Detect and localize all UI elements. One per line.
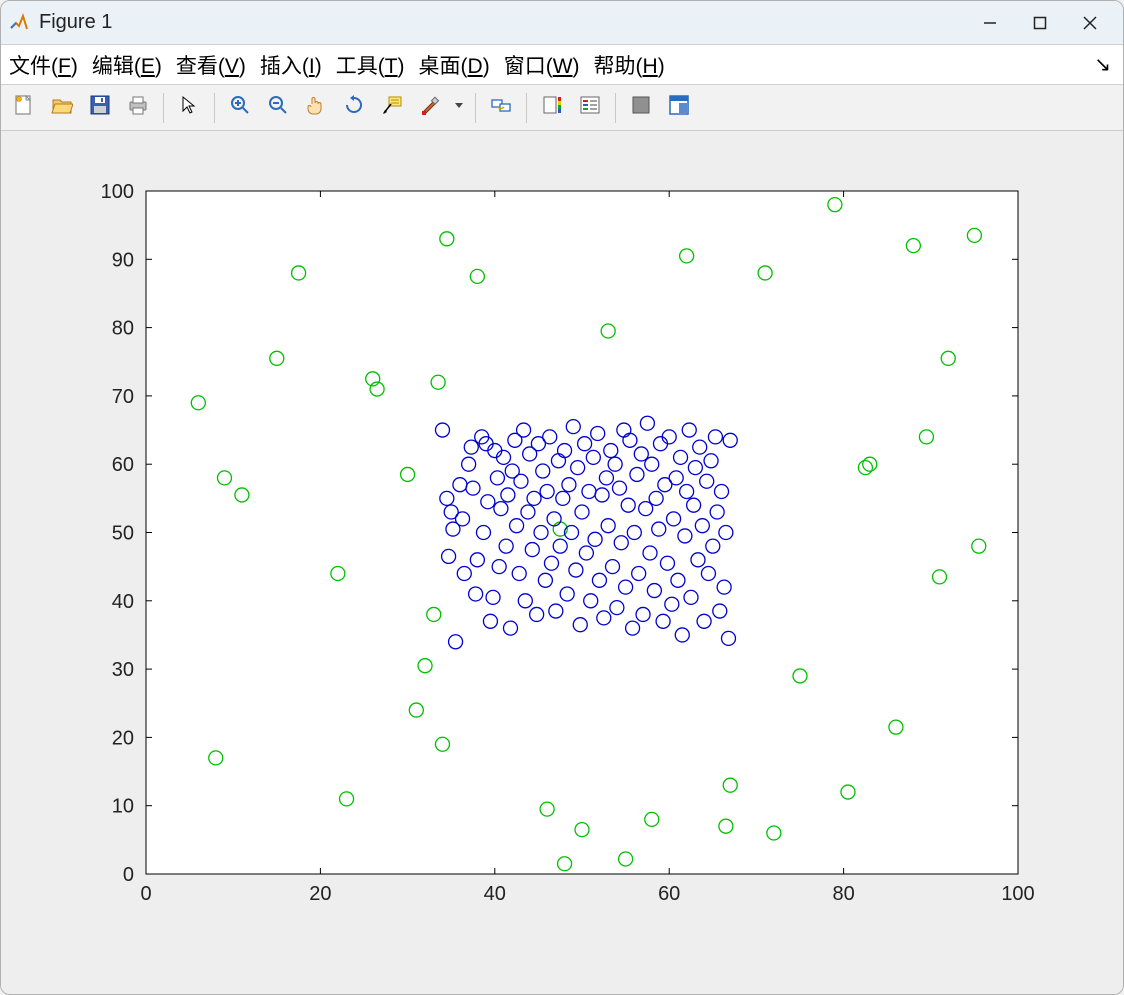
dock-button[interactable] — [662, 91, 696, 125]
matlab-icon — [9, 13, 29, 33]
svg-text:50: 50 — [112, 523, 134, 545]
link-button[interactable] — [484, 91, 518, 125]
svg-text:20: 20 — [112, 727, 134, 749]
toolbar-separator — [214, 93, 215, 123]
svg-text:40: 40 — [112, 591, 134, 613]
menu-v[interactable]: 查看(V) — [176, 50, 246, 80]
svg-text:60: 60 — [658, 883, 680, 905]
maximize-button[interactable] — [1015, 1, 1065, 45]
dropdown-button[interactable] — [451, 91, 467, 125]
close-button[interactable] — [1065, 1, 1115, 45]
svg-text:0: 0 — [140, 883, 151, 905]
hide-button[interactable] — [624, 91, 658, 125]
svg-text:0: 0 — [123, 864, 134, 886]
svg-text:10: 10 — [112, 796, 134, 818]
zoom-out-icon — [267, 94, 289, 121]
print-icon — [127, 94, 149, 121]
svg-text:70: 70 — [112, 386, 134, 408]
svg-text:100: 100 — [1001, 883, 1034, 905]
window-title: Figure 1 — [39, 11, 112, 34]
hide-icon — [630, 94, 652, 121]
print-button[interactable] — [121, 91, 155, 125]
toolbar-separator — [615, 93, 616, 123]
legend-button[interactable] — [573, 91, 607, 125]
scatter-plot: 0 20 40 60 80 100 0 10 20 30 40 50 60 70 80 90 100 — [1, 131, 1123, 994]
toolbar-separator — [163, 93, 164, 123]
figure-window: Figure 1 文件(F) 编辑(E) 查看(V) 插入(I) 工具(T) 桌面(D) 窗… — [0, 0, 1124, 995]
pointer-button[interactable] — [172, 91, 206, 125]
legend-icon — [579, 94, 601, 121]
menubar: 文件(F) 编辑(E) 查看(V) 插入(I) 工具(T) 桌面(D) 窗口(W) 帮助(H)… — [1, 45, 1123, 85]
undock-icon[interactable]: ↘ — [1094, 52, 1115, 77]
svg-text:100: 100 — [101, 181, 134, 203]
link-icon — [490, 94, 512, 121]
toolbar-separator — [475, 93, 476, 123]
figure-area: 0 20 40 60 80 100 0 10 20 30 40 50 60 70 80 90 100 — [1, 131, 1123, 994]
save-button[interactable] — [83, 91, 117, 125]
menu-f[interactable]: 文件(F) — [9, 50, 78, 80]
new-icon — [13, 94, 35, 121]
zoom-in-button[interactable] — [223, 91, 257, 125]
svg-text:20: 20 — [309, 883, 331, 905]
menu-h[interactable]: 帮助(H) — [594, 50, 665, 80]
new-button[interactable] — [7, 91, 41, 125]
menu-e[interactable]: 编辑(E) — [92, 50, 162, 80]
menu-i[interactable]: 插入(I) — [260, 50, 322, 80]
svg-text:40: 40 — [484, 883, 506, 905]
colorbar-icon — [541, 94, 563, 121]
zoom-in-icon — [229, 94, 251, 121]
pan-button[interactable] — [299, 91, 333, 125]
open-icon — [51, 94, 73, 121]
svg-text:90: 90 — [112, 249, 134, 271]
titlebar: Figure 1 — [1, 1, 1123, 45]
menu-t[interactable]: 工具(T) — [336, 50, 405, 80]
menu-w[interactable]: 窗口(W) — [504, 50, 580, 80]
toolbar — [1, 85, 1123, 131]
svg-text:60: 60 — [112, 454, 134, 476]
pan-icon — [305, 94, 327, 121]
open-button[interactable] — [45, 91, 79, 125]
rotate-icon — [343, 94, 365, 121]
svg-text:80: 80 — [832, 883, 854, 905]
menu-d[interactable]: 桌面(D) — [419, 50, 490, 80]
pointer-icon — [178, 94, 200, 121]
dock-icon — [668, 94, 690, 121]
svg-text:30: 30 — [112, 659, 134, 681]
brush-icon — [419, 94, 441, 121]
toolbar-separator — [526, 93, 527, 123]
save-icon — [89, 94, 111, 121]
svg-text:80: 80 — [112, 318, 134, 340]
data-cursor-button[interactable] — [375, 91, 409, 125]
brush-button[interactable] — [413, 91, 447, 125]
colorbar-button[interactable] — [535, 91, 569, 125]
dropdown-icon — [454, 94, 464, 121]
data-cursor-icon — [381, 94, 403, 121]
zoom-out-button[interactable] — [261, 91, 295, 125]
rotate-button[interactable] — [337, 91, 371, 125]
minimize-button[interactable] — [965, 1, 1015, 45]
